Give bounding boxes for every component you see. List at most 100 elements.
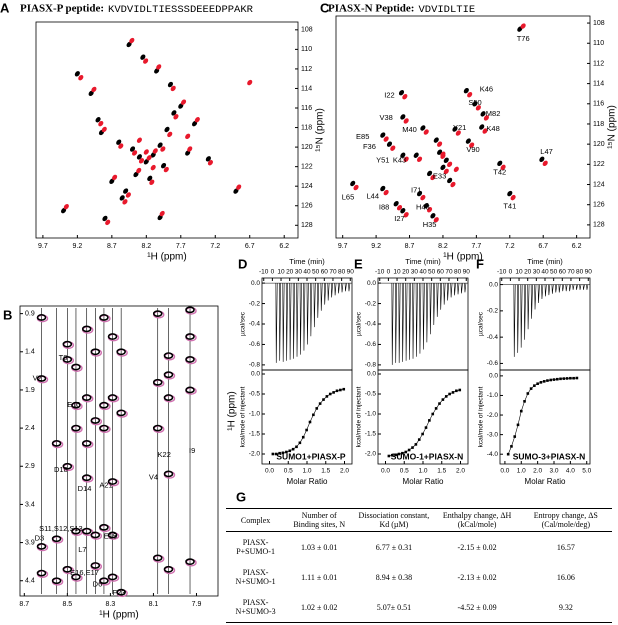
y-tick-label: 3.9	[25, 539, 35, 546]
complex-peak	[475, 105, 481, 111]
injection-peak	[555, 284, 558, 293]
thermodynamics-table: Complex Number of Binding sites, N Dissoci…	[226, 508, 612, 623]
time-tick-label: -10	[497, 269, 507, 276]
tocsy-peak	[107, 478, 118, 485]
power-tick-label: -0.2	[365, 300, 377, 307]
reference-peak	[465, 138, 471, 144]
heat-point	[298, 441, 302, 445]
reference-peak	[129, 146, 136, 152]
tocsy-peak	[185, 333, 195, 340]
injection-peak	[408, 283, 411, 360]
heat-point	[318, 402, 322, 405]
injection-peak	[457, 283, 460, 295]
reference-peak	[380, 132, 386, 138]
time-tick-label: 90	[347, 269, 355, 276]
heat-point	[516, 423, 520, 427]
complex-peak	[510, 194, 516, 201]
tocsy-peak	[163, 470, 174, 478]
injection-peak	[279, 283, 282, 361]
peak-label: K46	[480, 85, 493, 94]
panel-label: A	[0, 0, 10, 15]
peak-label: K48	[486, 124, 499, 133]
table-cell: 16.06	[556, 572, 575, 582]
table-cell: PIASX-N+SUMO-1	[235, 568, 276, 586]
heat-point	[417, 438, 421, 441]
complex-peak	[542, 160, 548, 167]
residue-label: T8	[59, 353, 68, 362]
tocsy-peak	[99, 401, 109, 409]
tocsy-peak	[163, 371, 174, 379]
injection-peak	[551, 284, 554, 294]
table-cell: -4.52 ± 0.09	[434, 592, 520, 623]
tocsy-peak	[62, 340, 73, 348]
y-tick-label: 2.4	[25, 425, 35, 432]
complex-peak	[482, 128, 488, 134]
reference-peak	[447, 177, 453, 184]
power-tick-label: -0.8	[249, 362, 261, 369]
x-tick-label: 6.7	[538, 243, 548, 250]
heat-point	[519, 409, 523, 413]
x-tick-label: 8.5	[62, 601, 72, 608]
table-cell: 16.57	[556, 542, 575, 552]
table-header: Complex Number of Binding sites, N Dissoci…	[226, 508, 612, 532]
heat-point	[552, 378, 556, 381]
complex-peak	[390, 145, 396, 151]
binding-fit	[507, 377, 577, 455]
complex-peak	[403, 156, 409, 162]
ratio-tick-label: 2.0	[340, 468, 349, 475]
y-tick-label: 118	[301, 124, 312, 131]
injection-peak	[544, 284, 547, 297]
injection-peak	[520, 284, 523, 348]
heat-tick-label: -0.5	[249, 391, 261, 398]
heat-point	[555, 377, 559, 381]
x-axis-label: ¹H (ppm)	[443, 252, 482, 263]
reference-peak	[350, 180, 356, 187]
table-row: PIASX-N+SUMO-3 1.02 ± 0.02 5.07± 0.51 -4.52…	[226, 592, 612, 623]
ratio-tick-label: 2.0	[456, 468, 465, 475]
tocsy-peak	[81, 394, 92, 401]
y-tick-label: 112	[301, 66, 312, 73]
complex-peak	[167, 131, 173, 138]
heat-point	[542, 380, 546, 383]
table-cell: PIASX-P+SUMO-1	[236, 538, 275, 556]
time-tick-label: 0	[387, 269, 391, 276]
table-cell: 1.02 ± 0.02	[285, 592, 354, 623]
injection-peak	[275, 283, 278, 363]
reference-peak	[380, 185, 386, 192]
table-cell: PIASX-N+SUMO-3	[226, 592, 286, 623]
table-row: PIASX-P+SUMO-1 1.03 ± 0.01 6.77 ± 0.31 -2.1…	[226, 532, 612, 563]
ratio-axis-label: Molar Ratio	[403, 477, 444, 486]
reference-peak	[147, 175, 153, 182]
peak-label: L47	[540, 147, 553, 156]
tocsy-peak	[185, 356, 195, 363]
heat-point	[533, 384, 536, 387]
tocsy-peak	[107, 531, 118, 539]
complex-peak	[453, 166, 459, 173]
heat-point	[295, 445, 298, 449]
injection-peak	[537, 284, 540, 303]
y-axis-label: ¹H (ppm)	[227, 391, 238, 430]
y-tick-label: 116	[301, 105, 312, 112]
y-tick-label: 3.4	[25, 501, 35, 508]
ratio-tick-label: 1.5	[321, 468, 330, 475]
x-tick-label: 8.7	[405, 243, 415, 250]
reference-peak	[427, 170, 433, 177]
table-row: PIASX-N+SUMO-1 1.11 ± 0.01 8.94 ± 0.38 -2.1…	[226, 562, 612, 592]
heat-point	[414, 443, 418, 446]
reference-peak	[507, 190, 513, 197]
reference-peak	[167, 81, 174, 88]
peak-label: T41	[503, 202, 516, 211]
reference-peak	[119, 195, 125, 201]
complex-peak	[63, 204, 69, 210]
time-tick-label: 30	[295, 269, 303, 276]
ratio-tick-label: 5.0	[582, 468, 591, 475]
complex-peak	[146, 155, 152, 161]
table-cell: 1.11 ± 0.01	[301, 572, 338, 582]
peak-label: T42	[493, 167, 506, 176]
heat-point	[559, 377, 562, 381]
residue-label: F23	[113, 588, 126, 597]
complex-peak	[433, 217, 439, 223]
injection-peak	[450, 283, 453, 298]
complex-peak	[105, 219, 111, 226]
